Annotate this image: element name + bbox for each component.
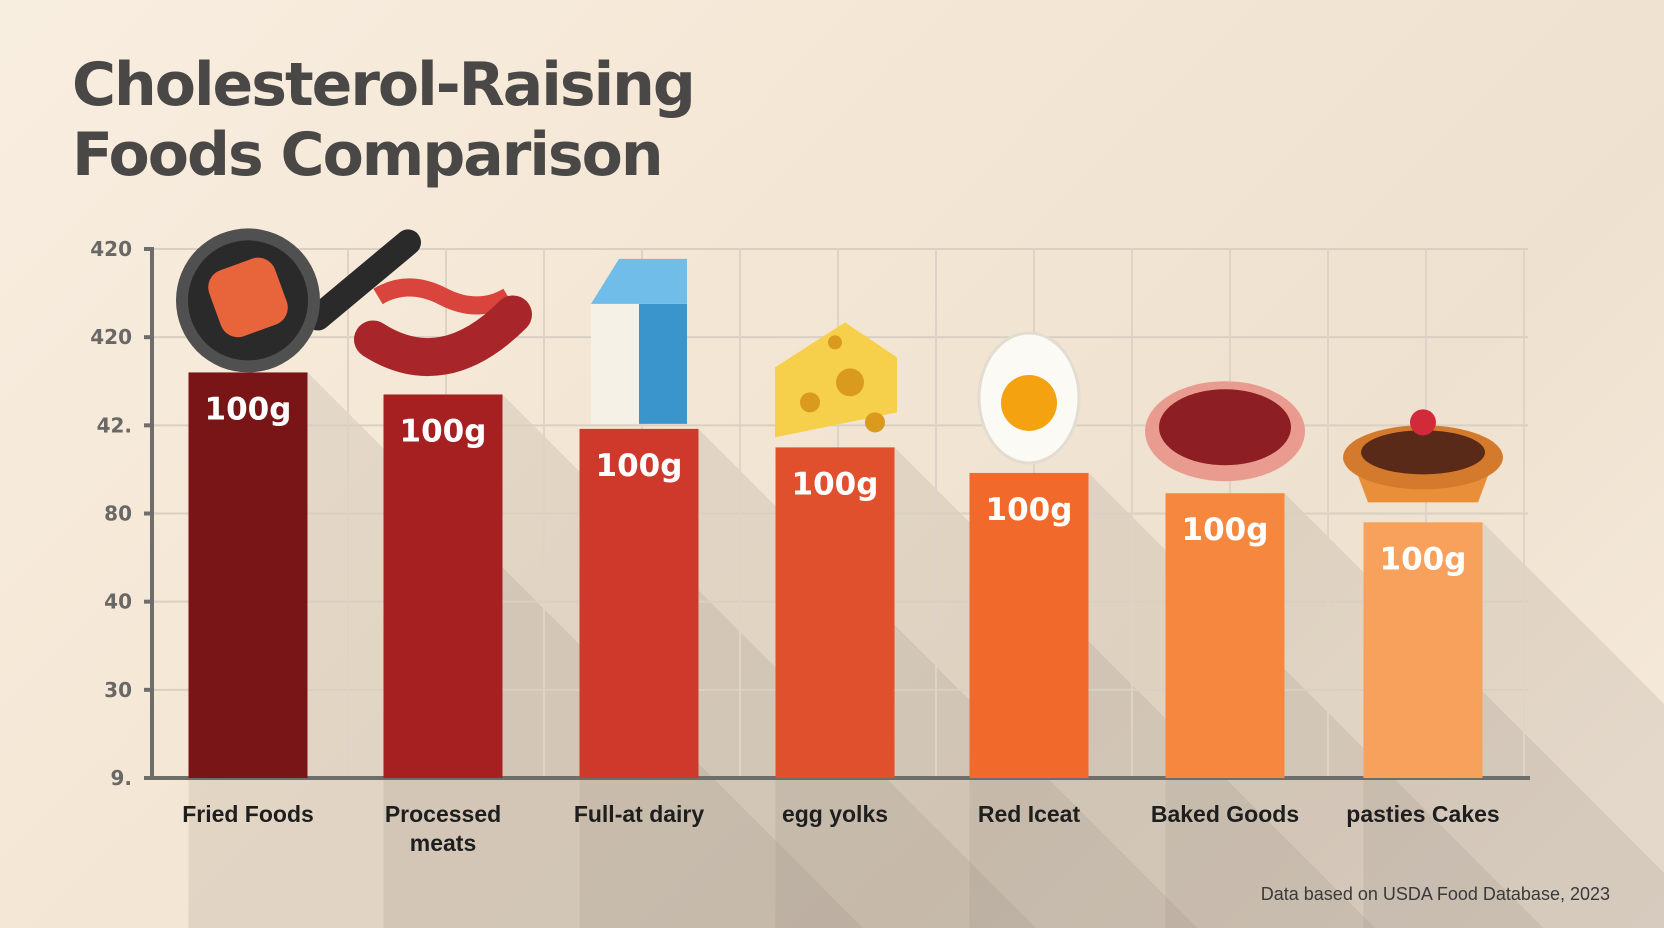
cheese-icon: [775, 322, 897, 438]
y-tick-label: 9.: [110, 766, 132, 790]
cheese-hole: [865, 412, 885, 433]
y-tick-label: 420: [90, 237, 132, 261]
egg-yolk: [1001, 374, 1057, 431]
fried-food: [208, 257, 288, 338]
category-label: egg yolks: [782, 801, 888, 827]
data-label: 100g: [792, 466, 879, 502]
bar: [188, 372, 308, 778]
title-line-1: Cholesterol-Raising: [72, 50, 696, 120]
data-label: 100g: [400, 413, 487, 449]
y-tick-label: 40: [104, 590, 132, 614]
cheese-hole: [828, 335, 842, 350]
frying-pan-icon: [176, 228, 421, 373]
steak-icon: [1145, 381, 1305, 482]
pie-icon: [1343, 409, 1503, 503]
y-tick-label: 30: [104, 678, 132, 702]
y-tick-label: 42.: [97, 413, 132, 437]
bar-shadow: [188, 372, 864, 928]
bar: [1363, 522, 1483, 778]
sausage-bacon-icon: [354, 278, 532, 377]
sausage: [354, 295, 532, 377]
chart-title: Cholesterol-Raising Foods Comparison: [72, 50, 696, 190]
category-label: Full-at dairy: [574, 801, 705, 827]
category-label: Baked Goods: [1151, 801, 1299, 827]
category-label: Red Iceat: [978, 801, 1081, 827]
bar: [775, 447, 895, 778]
bar-shadow: [383, 394, 1037, 928]
carton-side: [639, 303, 687, 424]
bar: [383, 394, 503, 778]
data-label: 100g: [205, 391, 292, 427]
cherry: [1410, 409, 1436, 436]
footnote: Data based on USDA Food Database, 2023: [1260, 884, 1610, 904]
data-label: 100g: [1182, 512, 1269, 548]
pan-handle: [305, 229, 421, 331]
cheese-hole: [836, 368, 864, 397]
bar: [1165, 493, 1285, 778]
title-line-2: Foods Comparison: [72, 120, 664, 190]
bar: [579, 428, 699, 778]
category-label: Fried Foods: [182, 801, 314, 827]
data-label: 100g: [1380, 541, 1467, 577]
y-tick-label: 420: [90, 325, 132, 349]
y-tick-label: 80: [104, 502, 132, 526]
bar: [969, 472, 1089, 778]
bacon: [373, 278, 513, 315]
carton-top: [591, 258, 687, 304]
steak: [1159, 389, 1291, 466]
milk-carton-icon: [591, 258, 687, 424]
category-label: pasties Cakes: [1346, 801, 1499, 827]
data-label: 100g: [986, 492, 1073, 528]
egg-icon: [977, 331, 1081, 465]
pie-filling: [1361, 430, 1485, 475]
data-label: 100g: [596, 448, 683, 484]
category-label: meats: [410, 830, 476, 856]
cheese-hole: [800, 392, 820, 413]
category-label: Processed: [385, 801, 501, 827]
